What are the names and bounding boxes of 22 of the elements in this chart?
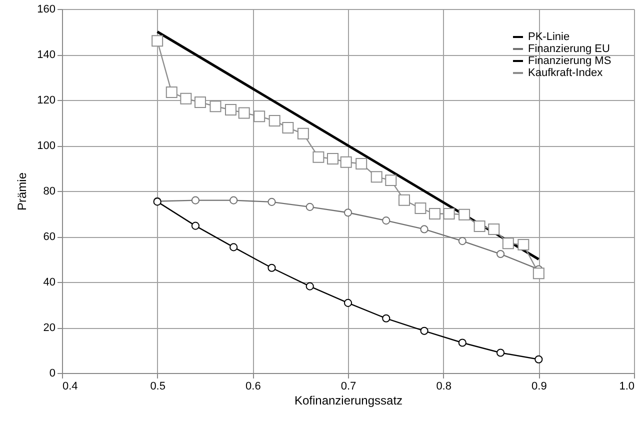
x-tick-label: 0.8	[436, 380, 452, 392]
y-tick-label: 100	[37, 140, 56, 152]
x-tick-label: 0.9	[532, 380, 547, 392]
y-tick-label: 20	[43, 322, 56, 334]
legend-label: Finanzierung EU	[528, 43, 610, 55]
y-tick-label: 80	[43, 186, 56, 198]
y-tick-label: 160	[37, 4, 56, 16]
y-tick-label: 120	[37, 94, 56, 106]
legend-label: Kaufkraft-Index	[528, 67, 604, 79]
y-axis-title: Prämie	[15, 172, 30, 211]
y-tick-label: 60	[43, 231, 56, 243]
x-tick-label: 0.4	[62, 380, 78, 392]
y-tick-label: 40	[43, 276, 56, 288]
y-tick-label: 0	[49, 368, 56, 380]
y-tick-label: 140	[37, 49, 56, 61]
legend-label: PK-Linie	[528, 31, 570, 43]
x-tick-label: 0.7	[340, 380, 356, 392]
x-tick-label: 0.5	[150, 380, 166, 392]
legend-label: Finanzierung MS	[528, 55, 612, 67]
x-axis-title: Kofinanzierungssatz	[294, 394, 403, 408]
x-tick-label: 1.0	[619, 380, 634, 392]
x-tick-label: 0.6	[246, 380, 261, 392]
